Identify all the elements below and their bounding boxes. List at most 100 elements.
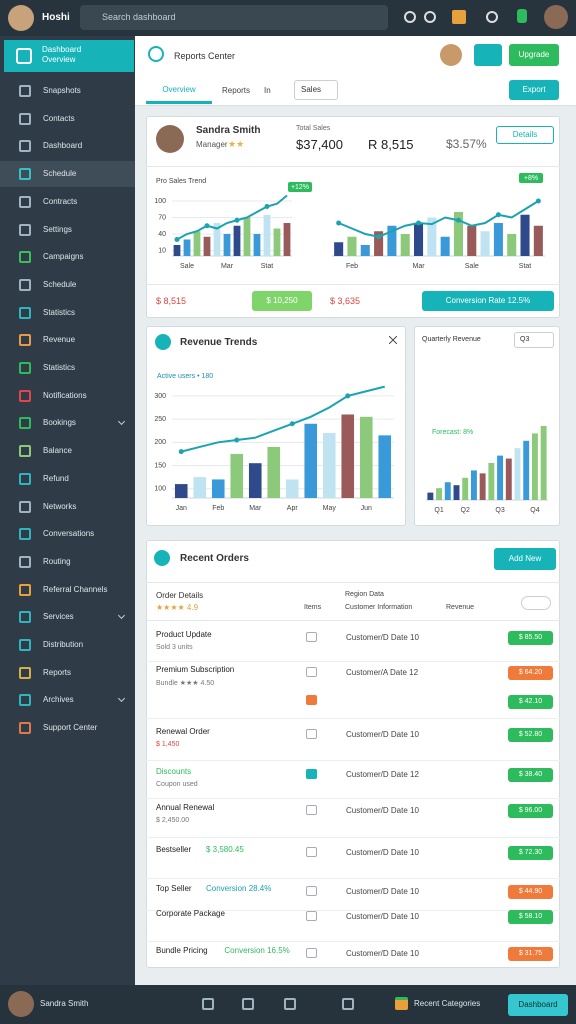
divider (146, 284, 560, 285)
row-badge: $ 52.80 (508, 728, 553, 742)
divider (146, 166, 560, 167)
avatar[interactable] (544, 5, 568, 29)
sidebar-item[interactable]: Routing (43, 556, 71, 566)
sidebar-item[interactable]: Support Center (43, 723, 98, 733)
sidebar-item[interactable]: Statistics (43, 307, 76, 317)
footer-button[interactable]: Dashboard (508, 994, 568, 1016)
icon-button[interactable] (474, 44, 502, 66)
sidebar-item[interactable]: Reports (43, 667, 72, 677)
nav-icon[interactable] (242, 998, 254, 1010)
row-icon (306, 667, 317, 677)
sidebar-icon (19, 85, 31, 97)
tab[interactable]: In (264, 86, 271, 95)
sidebar-item[interactable]: Notifications (43, 390, 87, 400)
sidebar-item[interactable]: Dashboard (43, 141, 83, 151)
nav-icon[interactable] (342, 998, 354, 1010)
nav-icon[interactable] (284, 998, 296, 1010)
row-title: Discounts (156, 767, 192, 776)
sidebar-item[interactable]: Bookings (43, 418, 76, 428)
row-customer: Customer/D Date 10 (346, 730, 419, 739)
icon-button[interactable] (404, 11, 416, 23)
sidebar-icon (19, 445, 31, 458)
footer-value: $ 8,515 (156, 296, 187, 306)
toggle[interactable] (521, 596, 551, 610)
brand-title: Dashboard (42, 45, 82, 54)
sidebar-item[interactable]: Campaigns (43, 252, 84, 262)
sidebar-item-active[interactable] (0, 161, 135, 188)
card-icon (154, 550, 170, 566)
table-header: Order Details (156, 591, 204, 600)
sidebar-icon (19, 417, 31, 430)
sidebar-item[interactable]: Schedule (43, 279, 77, 289)
table-header: Customer Information (345, 604, 413, 611)
footer-value: $ 3,635 (330, 296, 361, 306)
sidebar-item[interactable]: Settings (43, 224, 72, 234)
row-customer: Customer/D Date 10 (346, 633, 419, 642)
row-subtitle: Coupon used (156, 781, 198, 788)
nav-icon[interactable] (202, 998, 214, 1010)
metric: $3.57% (446, 137, 487, 151)
sidebar-icon (19, 112, 31, 125)
sidebar-item[interactable]: Conversations (43, 529, 95, 539)
row-subtitle: $ 1,450 (156, 741, 180, 748)
row-badge: $ 58.10 (508, 910, 553, 924)
sidebar-item[interactable]: Statistics (43, 363, 76, 372)
bottom-bar (0, 985, 576, 1024)
row-customer: Customer/D Date 10 (346, 848, 419, 857)
page-icon (148, 46, 164, 62)
row-customer: Customer/D Date 10 (346, 949, 419, 958)
avatar (8, 991, 34, 1017)
brand-subtitle: Overview (42, 55, 76, 64)
avatar (156, 125, 184, 153)
dropdown[interactable]: Q3 (514, 332, 554, 348)
row-icon (306, 805, 317, 815)
sidebar-item[interactable]: Balance (43, 446, 72, 456)
row-customer: Customer/D Date 10 (346, 887, 419, 896)
row-badge: $ 38.40 (508, 768, 553, 782)
conversion-button[interactable]: Conversion Rate 12.5% (422, 291, 554, 311)
icon-button[interactable] (486, 11, 498, 23)
dropdown[interactable]: Sales (294, 80, 338, 100)
row-note: Conversion 28.4% (206, 884, 272, 893)
sidebar-item[interactable]: Snapshots (43, 86, 81, 95)
sidebar-item[interactable]: Refund (43, 473, 69, 483)
row-subtitle: Bundle ★★★ 4.50 (156, 680, 215, 687)
row-icon (306, 695, 317, 705)
sidebar-icon (19, 611, 31, 624)
sidebar-item[interactable]: Services (43, 612, 74, 622)
row-icon (306, 769, 317, 779)
card-title: Recent Orders (180, 553, 249, 564)
table-header: Items (304, 604, 322, 611)
close-icon[interactable] (389, 336, 397, 344)
header-group: Region Data (345, 591, 384, 598)
sidebar-item[interactable]: Contracts (43, 196, 78, 206)
sidebar-icon (19, 639, 31, 651)
row-badge: $ 96.00 (508, 804, 553, 818)
icon-button[interactable] (517, 9, 527, 23)
details-button[interactable]: Details (496, 126, 554, 144)
sidebar-item[interactable]: Contacts (43, 113, 75, 123)
sidebar-icon (19, 251, 31, 264)
tab-active[interactable]: Overview (146, 76, 212, 104)
sidebar-item[interactable]: Networks (43, 501, 77, 511)
row-title: Annual Renewal (156, 803, 215, 812)
nav-icon[interactable] (395, 997, 408, 1010)
sidebar-item[interactable]: Schedule (43, 169, 77, 179)
sidebar-item[interactable]: Archives (43, 695, 74, 705)
upgrade-button[interactable]: Upgrade (509, 44, 559, 66)
sidebar-item[interactable]: Distribution (43, 640, 84, 649)
icon-button[interactable] (424, 11, 436, 23)
brand-icon (16, 48, 32, 64)
sidebar-item[interactable]: Revenue (43, 335, 76, 345)
icon-button[interactable] (452, 10, 466, 24)
search-box[interactable] (80, 5, 388, 30)
export-button[interactable]: Export (509, 80, 559, 100)
add-button[interactable]: Add New (494, 548, 556, 570)
sidebar-item[interactable]: Referral Channels (43, 584, 108, 594)
row-customer: Customer/D Date 10 (346, 806, 419, 815)
divider (146, 909, 560, 911)
sidebar-icon (19, 528, 31, 541)
sidebar-icon (19, 389, 31, 402)
row-title: Corporate Package (156, 909, 225, 918)
tab[interactable]: Reports (222, 86, 251, 95)
